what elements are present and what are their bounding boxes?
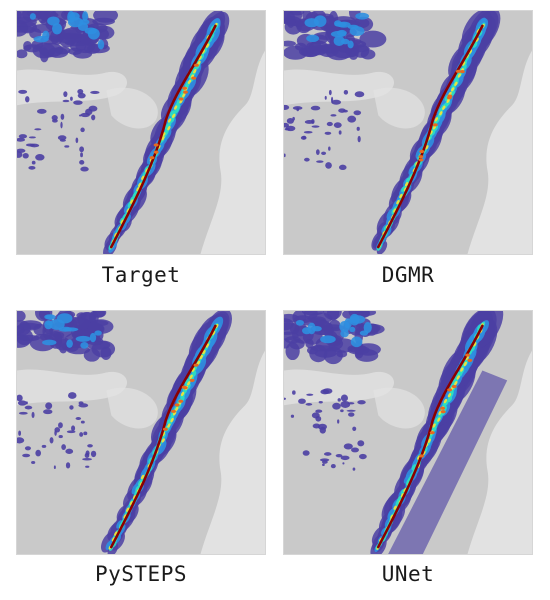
dgmr-label: DGMR: [381, 263, 435, 287]
unet-radar-image: [283, 310, 533, 555]
target-radar-image: [16, 10, 266, 255]
dgmr-radar-map: [284, 11, 532, 254]
unet-radar-map: [284, 311, 532, 554]
pysteps-label: PySTEPS: [94, 562, 187, 586]
target-radar-map: [17, 11, 265, 254]
target-label: Target: [101, 263, 181, 287]
unet-label: UNet: [381, 562, 435, 586]
pysteps-radar-image: [16, 310, 266, 555]
dgmr-radar-image: [283, 10, 533, 255]
pysteps-radar-map: [17, 311, 265, 554]
